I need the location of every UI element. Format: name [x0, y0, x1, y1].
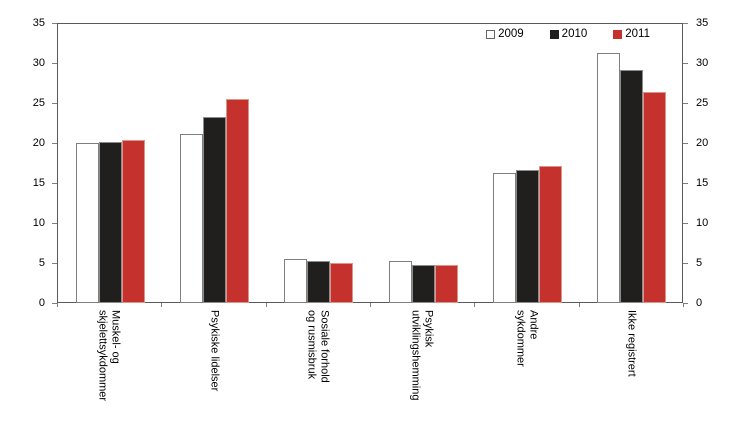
y-axis-left-tick-label: 5	[38, 257, 45, 269]
x-axis-category-label: Psykisk utviklingshemming	[410, 310, 435, 401]
y-axis-right-tick-label: 35	[696, 17, 709, 29]
y-axis-tickmark	[52, 23, 57, 24]
bar-2011-category-4	[539, 166, 562, 303]
y-axis-tickmark	[52, 303, 57, 304]
y-axis-right-tick-label: 25	[696, 97, 709, 109]
y-axis-right-tick-label: 30	[696, 57, 709, 69]
y-axis-tickmark	[52, 223, 57, 224]
y-axis-left-tick-label: 10	[32, 217, 45, 229]
x-axis-category-label: Andre sykdommer	[515, 310, 540, 367]
legend-label-2009: 2009	[498, 28, 524, 40]
y-axis-tickmark	[52, 63, 57, 64]
y-axis-tickmark	[683, 63, 688, 64]
y-axis-left-tick-label: 30	[32, 57, 45, 69]
y-axis-tickmark	[683, 303, 688, 304]
bar-2010-category-4	[516, 170, 539, 303]
x-axis-tickmark	[683, 303, 684, 307]
legend-item-2009: 2009	[486, 28, 524, 40]
y-axis-tickmark	[52, 183, 57, 184]
bar-2011-category-3	[435, 265, 458, 303]
y-axis-tickmark	[52, 143, 57, 144]
bar-2011-category-1	[226, 99, 249, 303]
y-axis-tickmark	[683, 23, 688, 24]
bar-2010-category-0	[99, 142, 122, 303]
bar-2009-category-4	[493, 173, 516, 303]
y-axis-left-tick-label: 35	[32, 17, 45, 29]
y-axis-tickmark	[683, 263, 688, 264]
legend-item-2011: 2011	[613, 28, 650, 40]
y-axis-tickmark	[52, 103, 57, 104]
bar-2011-category-2	[330, 263, 353, 303]
bar-2010-category-1	[203, 117, 226, 303]
legend-label-2010: 2010	[561, 28, 588, 40]
bar-2009-category-5	[597, 53, 620, 303]
x-axis-category-label: Sosiale forhold og rusmisbruk	[306, 310, 331, 383]
y-axis-left-tick-label: 20	[32, 137, 45, 149]
y-axis-tickmark	[683, 183, 688, 184]
legend-swatch-2010	[549, 29, 559, 39]
y-axis-right-tick-label: 5	[696, 257, 703, 269]
bar-2010-category-2	[307, 261, 330, 303]
bar-2010-category-3	[412, 265, 435, 303]
bar-2009-category-2	[284, 259, 307, 303]
y-axis-tickmark	[683, 223, 688, 224]
x-axis-tickmark	[266, 303, 267, 307]
legend: 2009 2010 2011	[486, 28, 650, 40]
x-axis-category-label: Ikke registrert	[625, 310, 638, 377]
x-axis-tickmark	[161, 303, 162, 307]
legend-swatch-2011	[613, 29, 623, 39]
bar-2010-category-5	[620, 70, 643, 303]
bar-2009-category-3	[389, 261, 412, 303]
y-axis-left-tick-label: 25	[32, 97, 45, 109]
bar-2009-category-1	[180, 134, 203, 303]
x-axis-tickmark	[370, 303, 371, 307]
plot-area: 2009 2010 2011	[57, 23, 683, 303]
legend-item-2010: 2010	[549, 28, 588, 40]
y-axis-left-tick-label: 15	[32, 177, 45, 189]
legend-label-2011: 2011	[625, 28, 650, 40]
y-axis-tickmark	[683, 143, 688, 144]
bar-2011-category-5	[643, 92, 666, 303]
x-axis-tickmark	[579, 303, 580, 307]
x-axis-category-label: Psykiske lidelser	[208, 310, 221, 392]
bar-2011-category-0	[122, 140, 145, 303]
y-axis-right-tick-label: 0	[696, 297, 703, 309]
y-axis-tickmark	[52, 263, 57, 264]
x-axis-category-label: Muskel- og skjelettsykdommer	[97, 310, 122, 402]
x-axis-tickmark	[57, 303, 58, 307]
y-axis-right-tick-label: 20	[696, 137, 709, 149]
y-axis-tickmark	[683, 103, 688, 104]
x-axis-tickmark	[474, 303, 475, 307]
legend-swatch-2009	[486, 29, 496, 39]
y-axis-right-tick-label: 10	[696, 217, 709, 229]
y-axis-right-tick-label: 15	[696, 177, 709, 189]
y-axis-left-tick-label: 0	[38, 297, 45, 309]
bar-2009-category-0	[76, 143, 99, 303]
